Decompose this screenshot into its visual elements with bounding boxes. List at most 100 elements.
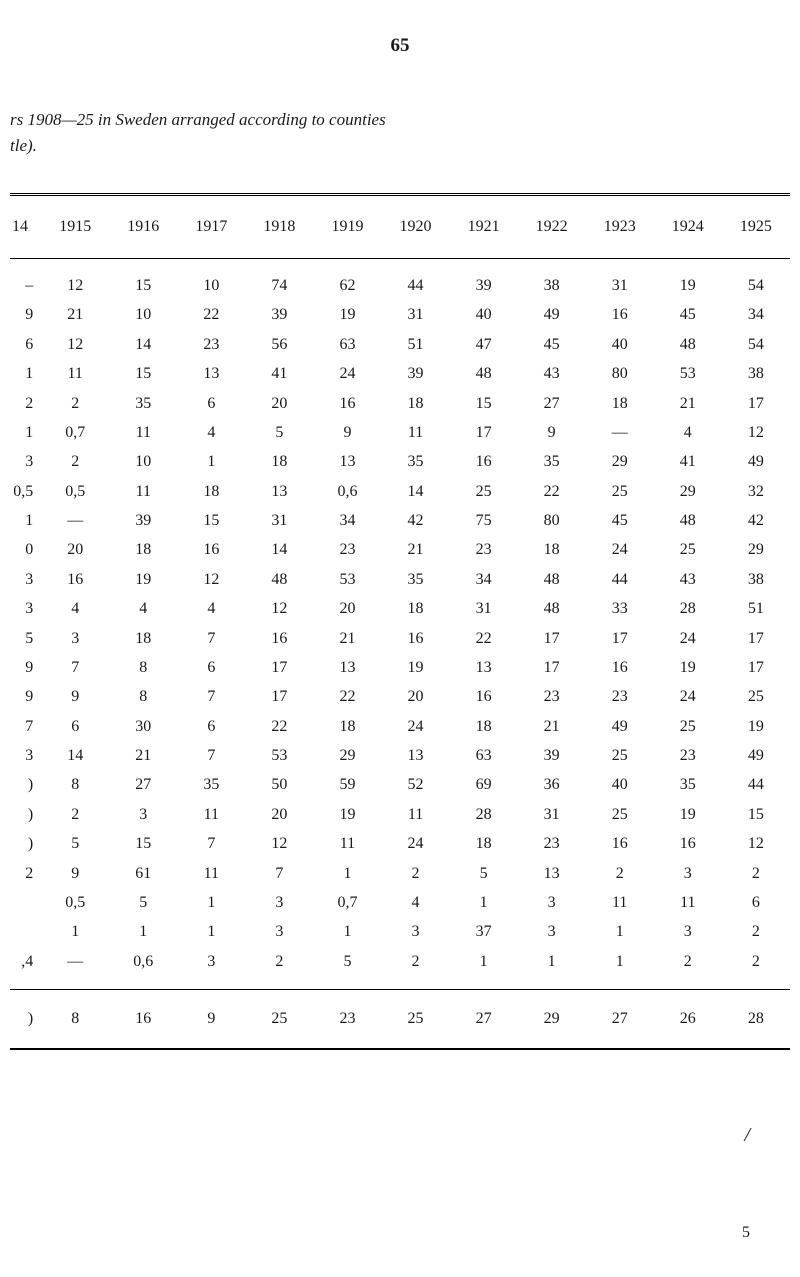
page-number: 65	[10, 35, 790, 57]
table-footer-cell: 23	[313, 989, 381, 1048]
table-cell: 12	[41, 330, 109, 359]
table-cell: 23	[518, 683, 586, 712]
table-cell: 12	[245, 594, 313, 623]
table-cell: 0,7	[313, 888, 381, 917]
table-cell: 4	[654, 418, 722, 447]
data-table: 1419151916191719181919192019211922192319…	[10, 196, 790, 1048]
table-cell: 23	[654, 741, 722, 770]
table-cell: 24	[382, 712, 450, 741]
table-cell: 18	[450, 712, 518, 741]
table-cell: 48	[654, 330, 722, 359]
table-cell: 16	[450, 448, 518, 477]
table-cell: 21	[313, 624, 381, 653]
table-cell: 15	[109, 829, 177, 858]
table-cell: 3	[654, 918, 722, 947]
table-cell: 37	[450, 918, 518, 947]
table-row: 0,55130,741311116	[10, 888, 790, 917]
table-footer-cell: 29	[518, 989, 586, 1048]
table-cell: –	[10, 259, 41, 301]
table-cell: 75	[450, 506, 518, 535]
table-cell: 1	[109, 918, 177, 947]
table-cell: 1	[10, 418, 41, 447]
table-header-cell: 1917	[177, 196, 245, 259]
table-cell: 61	[109, 859, 177, 888]
table-cell: 74	[245, 259, 313, 301]
table-cell: 40	[586, 330, 654, 359]
table-header-cell: 1923	[586, 196, 654, 259]
table-row: 97861713191317161917	[10, 653, 790, 682]
table-cell: 2	[41, 389, 109, 418]
table-cell: 27	[109, 771, 177, 800]
table-cell: 4	[41, 594, 109, 623]
table-cell: 23	[586, 683, 654, 712]
table-cell: 19	[382, 653, 450, 682]
table-cell: )	[10, 800, 41, 829]
table-header-cell: 1919	[313, 196, 381, 259]
table-header-cell: 1918	[245, 196, 313, 259]
table-cell: 6	[722, 888, 790, 917]
table-cell: 9	[10, 683, 41, 712]
title-line-1: rs 1908—25 in Sweden arranged according …	[10, 107, 790, 133]
table-cell: 3	[518, 888, 586, 917]
table-header-row: 1419151916191719181919192019211922192319…	[10, 196, 790, 259]
table-cell: 21	[382, 536, 450, 565]
table-cell: 50	[245, 771, 313, 800]
table-cell: 42	[382, 506, 450, 535]
table-cell: 19	[722, 712, 790, 741]
table-cell: 80	[518, 506, 586, 535]
table-footer-cell: 16	[109, 989, 177, 1048]
table-cell: 21	[41, 301, 109, 330]
table-cell: 45	[586, 506, 654, 535]
table-cell: 31	[518, 800, 586, 829]
table-cell: 6	[41, 712, 109, 741]
table-cell: 45	[654, 301, 722, 330]
table-row: 31619124853353448444338	[10, 565, 790, 594]
table-row: 92110223919314049164534	[10, 301, 790, 330]
table-header-cell: 1924	[654, 196, 722, 259]
table-row: 321011813351635294149	[10, 448, 790, 477]
table-footer-cell: 26	[654, 989, 722, 1048]
table-cell: 4	[177, 594, 245, 623]
table-cell: 32	[722, 477, 790, 506]
table-row: 34441220183148332851	[10, 594, 790, 623]
table-row: 763062218241821492519	[10, 712, 790, 741]
table-cell: 18	[450, 829, 518, 858]
table-cell: 0,6	[313, 477, 381, 506]
table-footer-cell: )	[10, 989, 41, 1048]
table-cell: 69	[450, 771, 518, 800]
table-cell: 12	[722, 829, 790, 858]
table-cell: 0,5	[10, 477, 41, 506]
table-cell: 18	[109, 536, 177, 565]
table-cell: 51	[722, 594, 790, 623]
table-cell: 44	[586, 565, 654, 594]
table-cell: 48	[654, 506, 722, 535]
table-cell: 14	[245, 536, 313, 565]
table-cell: 23	[450, 536, 518, 565]
table-cell: 6	[177, 389, 245, 418]
table-row: )23112019112831251915	[10, 800, 790, 829]
table-cell: 44	[722, 771, 790, 800]
table-cell: 3	[245, 918, 313, 947]
table-cell: 29	[586, 448, 654, 477]
table-cell: 13	[313, 448, 381, 477]
table-cell: 15	[450, 389, 518, 418]
table-cell: )	[10, 829, 41, 858]
table-cell: 11	[382, 800, 450, 829]
table-cell: 9	[313, 418, 381, 447]
table-cell: 59	[313, 771, 381, 800]
table-cell: 3	[518, 918, 586, 947]
table-footer-cell: 27	[450, 989, 518, 1048]
table-cell: 7	[41, 653, 109, 682]
table-cell: 33	[586, 594, 654, 623]
table-row: –1215107462443938311954	[10, 259, 790, 301]
table-cell: 38	[722, 565, 790, 594]
table-cell: 28	[450, 800, 518, 829]
table-cell: 10	[109, 448, 177, 477]
table-cell: 47	[450, 330, 518, 359]
table-header-cell: 1922	[518, 196, 586, 259]
table-cell: 16	[586, 653, 654, 682]
table-cell: 54	[722, 259, 790, 301]
table-cell: ,4	[10, 947, 41, 989]
table-cell: 23	[313, 536, 381, 565]
table-cell: 13	[382, 741, 450, 770]
